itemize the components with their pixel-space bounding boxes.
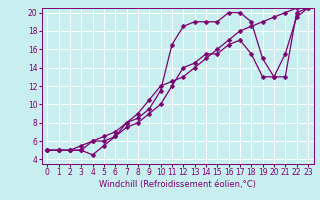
X-axis label: Windchill (Refroidissement éolien,°C): Windchill (Refroidissement éolien,°C)	[99, 180, 256, 189]
